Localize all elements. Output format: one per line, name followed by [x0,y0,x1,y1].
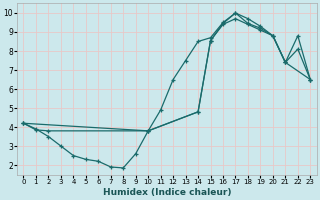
X-axis label: Humidex (Indice chaleur): Humidex (Indice chaleur) [103,188,231,197]
